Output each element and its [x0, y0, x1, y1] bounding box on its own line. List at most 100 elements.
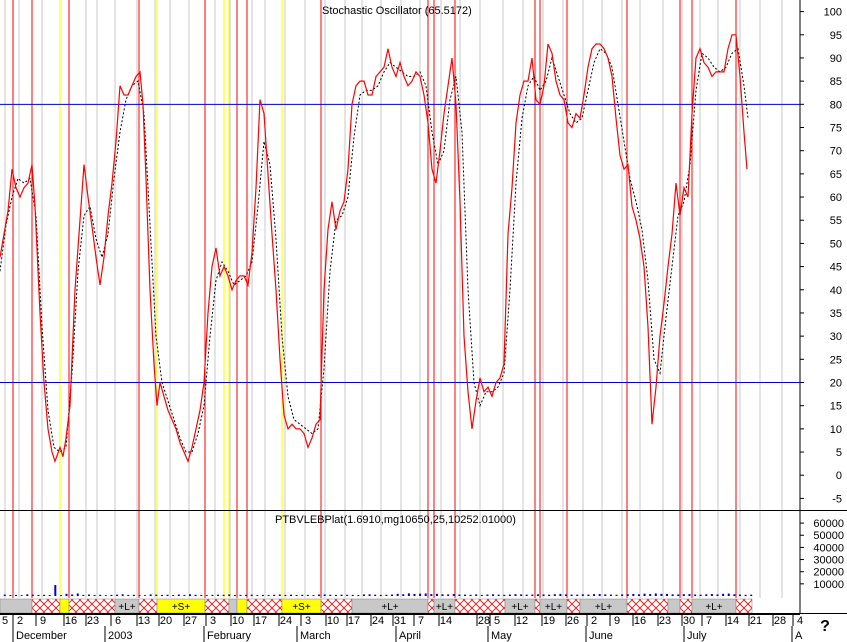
x-tick-label: 26 [567, 615, 579, 627]
volume-tick-label: 10000 [813, 579, 844, 591]
volume-tick-label: 40000 [813, 542, 844, 554]
x-tick-label: 10 [232, 615, 244, 627]
signal-band-segment [320, 598, 353, 614]
reference-lines-layer [0, 103, 800, 383]
signal-band-segment [534, 598, 541, 614]
signal-band-label: +L+ [436, 602, 453, 613]
month-label: A [795, 630, 803, 642]
x-tick-label: 19 [543, 615, 555, 627]
month-label: April [399, 630, 421, 642]
y-tick-label: 50 [830, 238, 842, 250]
signal-lines-layer [12, 0, 737, 598]
signal-band-label: +L+ [705, 602, 722, 613]
volume-tick-label: 20000 [813, 567, 844, 579]
x-tick-label: 17 [348, 615, 360, 627]
y-tick-label: 40 [830, 285, 842, 297]
x-tick-label: 30 [683, 615, 695, 627]
signal-band-segment [68, 598, 116, 614]
signal-band-segment [626, 598, 669, 614]
signal-band-segment [204, 598, 230, 614]
y-tick-label: 20 [830, 378, 842, 390]
x-tick-label: 16 [65, 615, 77, 627]
y-tick-label: 100 [824, 7, 842, 19]
x-tick-label: 31 [394, 615, 406, 627]
signal-band-segment [246, 598, 283, 614]
x-tick-label: 21 [750, 615, 762, 627]
x-tick-label: 7 [706, 615, 712, 627]
chart-title: Stochastic Oscillator (65.5172) [322, 5, 472, 17]
signal-band-segment [679, 598, 693, 614]
y-tick-label: 15 [830, 401, 842, 413]
month-label: 2003 [108, 630, 132, 642]
signal-band-label: +S+ [292, 602, 311, 613]
x-tick-label: 2 [591, 615, 597, 627]
month-label: February [207, 630, 252, 642]
month-label: June [589, 630, 613, 642]
x-tick-label: 28 [774, 615, 786, 627]
percent-k-line [0, 34, 748, 464]
x-tick-label: 24 [280, 615, 292, 627]
y-tick-label: 95 [830, 30, 842, 42]
volume-tick-label: 30000 [813, 555, 844, 567]
signal-band-label: +L+ [511, 602, 528, 613]
signal-band-segment [236, 598, 248, 614]
y-tick-label: 0 [836, 470, 842, 482]
series-layer [0, 34, 749, 464]
y-tick-label: 5 [836, 447, 842, 459]
x-tick-label: 9 [614, 615, 620, 627]
signal-band-segment [31, 598, 61, 614]
x-tick-label: 3 [305, 615, 311, 627]
y-tick-label: -5 [832, 493, 842, 505]
signal-band-segment [138, 598, 158, 614]
x-tick-label: 27 [185, 615, 197, 627]
x-tick-label: 5 [2, 615, 8, 627]
volume-tick-label: 50000 [813, 530, 844, 542]
y-tick-label: 25 [830, 354, 842, 366]
grid-layer [4, 0, 783, 598]
signal-band-segment [228, 598, 238, 614]
signal-band-label: +L+ [118, 602, 135, 613]
signal-band-segment [735, 598, 753, 614]
x-tick-label: 23 [87, 615, 99, 627]
x-tick-label: 14 [440, 615, 452, 627]
signal-band-label: +L+ [595, 602, 612, 613]
x-tick-label: 23 [659, 615, 671, 627]
y-tick-label: 10 [830, 424, 842, 436]
help-icon[interactable]: ? [820, 618, 830, 635]
x-tick-label: 9 [40, 615, 46, 627]
signal-band-label: +S+ [172, 602, 191, 613]
volume-layer [3, 585, 753, 596]
y-tick-label: 65 [830, 169, 842, 181]
signal-band-segment [667, 598, 681, 614]
y-tick-label: 80 [830, 99, 842, 111]
signal-band-layer: +L+ +S+ +S+ +L+ +L+ +L+ +L+ +L+ +L+ [0, 598, 847, 614]
x-tick-label: 3 [210, 615, 216, 627]
axes-layer: 1009590858075706560555045403530252015105… [0, 0, 847, 614]
signal-band-label: +L+ [545, 602, 562, 613]
x-tick-label: 20 [160, 615, 172, 627]
signal-band-segment [454, 598, 506, 614]
x-tick-label: 4 [797, 615, 803, 627]
x-tick-label: 10 [327, 615, 339, 627]
month-label: March [300, 630, 331, 642]
signal-band-segment [427, 598, 435, 614]
x-tick-label: 28 [478, 615, 490, 627]
signal-band-segment [0, 598, 33, 614]
signal-band-label: +L+ [381, 602, 398, 613]
volume-tick-label: 60000 [813, 518, 844, 530]
y-tick-label: 90 [830, 53, 842, 65]
x-tick-label: 5 [494, 615, 500, 627]
lower-panel-title: PTBVLEBPlat(1.6910,mg10650,25,10252.0100… [275, 514, 516, 526]
month-label: May [491, 630, 512, 642]
x-tick-label: 6 [115, 615, 121, 627]
x-tick-label: 2 [17, 615, 23, 627]
x-axis-layer: 5 2 9 16 23 6 13 20 27 3 10 17 24 3 10 17 24 31 7 14 28 5 12 19… [0, 614, 803, 642]
percent-d-line [0, 47, 749, 453]
x-tick-label: 24 [372, 615, 384, 627]
month-label: December [16, 630, 67, 642]
month-label: July [687, 630, 707, 642]
y-tick-label: 45 [830, 262, 842, 274]
x-tick-label: 16 [634, 615, 646, 627]
